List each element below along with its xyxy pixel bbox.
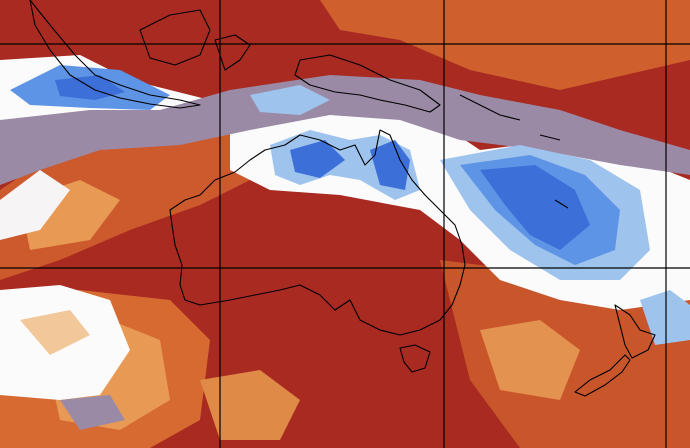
coastline-borneo [139,9,211,66]
zone-light-orange-south [200,370,300,440]
zone-blue-arafura [250,85,330,115]
coastline-australia [169,129,466,336]
zone-orange-north [320,0,690,90]
coastline-new-guinea [294,54,441,113]
zone-deep-blue-coral-sea [480,165,590,250]
zone-blue-new-zealand [640,290,690,345]
coastline-tasmania [399,344,431,373]
zone-deep-blue-gulf [290,140,345,178]
coastlines [29,0,656,397]
coastline-north-island-nz [614,304,656,359]
zone-deep-blue-cape-york [370,140,410,190]
coastline-south-island-nz [574,354,631,397]
coastline-sumatra-java [29,0,201,109]
anomaly-cold-zones [10,65,690,345]
zone-white-west-coast [0,170,70,240]
zone-light-orange-tasman [480,320,580,400]
zone-mauve-band [0,75,690,185]
coastline-islands-east [459,94,569,209]
zone-mauve-south [60,395,125,430]
zone-peach-south [20,310,90,355]
